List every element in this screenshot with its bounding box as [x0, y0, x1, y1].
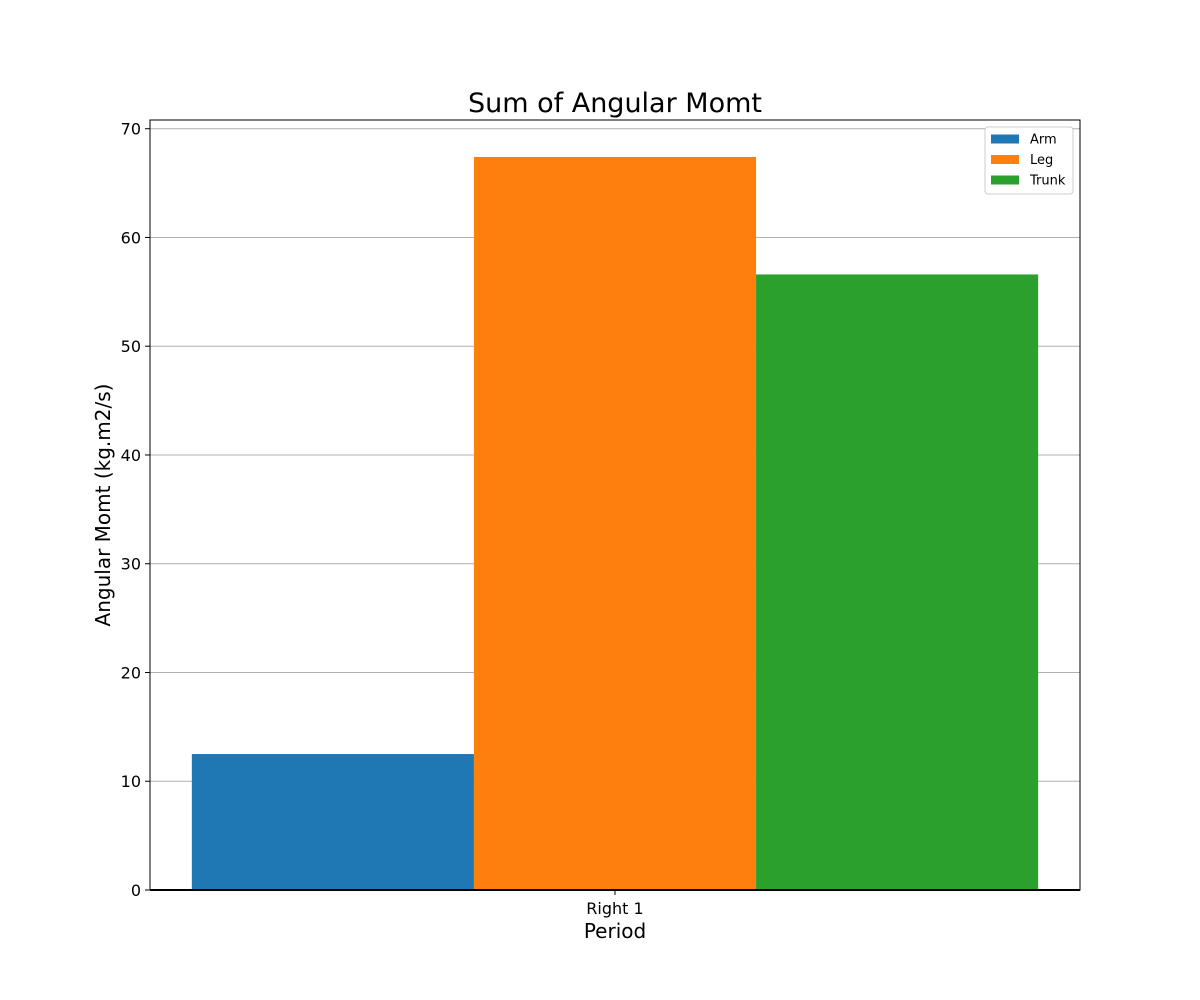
bar-trunk	[756, 274, 1039, 890]
legend-label-arm: Arm	[1030, 133, 1057, 148]
x-axis-title: Period	[584, 919, 646, 943]
y-tick-label: 0	[131, 881, 141, 900]
y-tick-label: 20	[121, 663, 141, 682]
y-tick-label: 50	[121, 337, 141, 356]
y-tick-label: 60	[121, 228, 141, 247]
y-tick-label: 40	[121, 446, 141, 465]
legend-label-trunk: Trunk	[1029, 174, 1066, 189]
bars	[191, 156, 1039, 890]
chart-title: Sum of Angular Momt	[468, 88, 762, 119]
y-tick-label: 70	[121, 120, 141, 139]
x-tick-label: Right 1	[586, 899, 643, 918]
y-axis-title: Angular Momt (kg.m2/s)	[91, 384, 115, 627]
y-axis-ticks: 0 10 20 30 40 50 60 70	[121, 120, 150, 900]
y-tick-label: 30	[121, 555, 141, 574]
legend: Arm Leg Trunk	[984, 126, 1074, 195]
legend-swatch-leg	[991, 155, 1019, 164]
y-tick-label: 10	[121, 772, 141, 791]
bar-leg	[473, 156, 757, 890]
x-axis-ticks: Right 1	[586, 890, 644, 918]
legend-swatch-arm	[991, 134, 1019, 144]
legend-label-leg: Leg	[1030, 153, 1053, 168]
legend-swatch-trunk	[991, 175, 1019, 185]
bar-arm	[191, 754, 474, 890]
